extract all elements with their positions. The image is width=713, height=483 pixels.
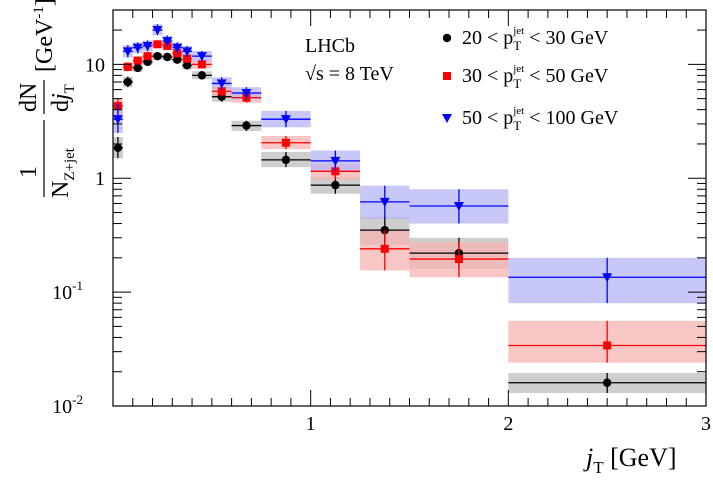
- svg-text:[GeV-1]: [GeV-1]: [31, 0, 58, 72]
- data-point: [123, 62, 132, 71]
- series-1: [113, 51, 706, 394]
- data-point: [602, 378, 612, 387]
- data-point: [153, 51, 162, 61]
- data-point: [122, 47, 133, 57]
- data-point: [603, 341, 612, 350]
- legend-label: 30 < pTjet < 50 GeV: [462, 63, 609, 91]
- legend-entry-3: 50 < pTjet < 100 GeV: [442, 105, 619, 133]
- data-point: [133, 56, 142, 65]
- energy-label: √s = 8 TeV: [305, 63, 394, 85]
- data-point: [602, 273, 613, 283]
- data-point: [379, 197, 390, 207]
- data-point: [241, 89, 252, 99]
- data-point: [182, 47, 193, 57]
- data-point: [183, 54, 192, 63]
- legend-label: 50 < pTjet < 100 GeV: [462, 105, 619, 133]
- legend: 20 < pTjet < 30 GeV 30 < pTjet < 50 GeV 50…: [442, 25, 619, 133]
- data-point: [330, 156, 341, 166]
- data-point: [173, 55, 182, 64]
- x-tick-label: 3: [701, 413, 711, 435]
- data-point: [281, 138, 290, 147]
- data-point: [442, 33, 452, 43]
- data-point: [112, 115, 123, 125]
- data-point: [216, 79, 227, 89]
- data-point: [162, 37, 173, 47]
- data-point: [217, 87, 226, 96]
- y-tick-label: 10-2: [52, 392, 83, 418]
- x-tick-label: 2: [503, 413, 513, 435]
- data-point: [196, 52, 207, 62]
- svg-text:dN: dN: [16, 83, 42, 112]
- x-axis-label: jT [GeV]: [583, 443, 677, 477]
- data-points: [112, 24, 706, 394]
- data-point: [242, 121, 251, 130]
- data-point: [197, 60, 206, 69]
- data-point: [443, 72, 451, 80]
- legend-entry-2: 30 < pTjet < 50 GeV: [443, 63, 609, 91]
- data-point: [281, 155, 291, 165]
- data-point: [197, 71, 207, 80]
- data-point: [163, 52, 172, 62]
- data-point: [132, 43, 143, 53]
- data-point: [123, 77, 133, 87]
- data-point: [133, 63, 142, 73]
- experiment-label: LHCb: [305, 35, 355, 57]
- data-point: [331, 180, 340, 190]
- x-tick-label: 1: [306, 413, 316, 435]
- legend-label: 20 < pTjet < 30 GeV: [462, 25, 609, 53]
- data-point: [454, 255, 463, 264]
- data-point: [153, 40, 162, 49]
- y-tick-label: 1: [95, 168, 105, 190]
- data-point: [442, 114, 452, 123]
- y-axis-label: 1 NZ+jet dN djT [GeV-1]: [16, 0, 78, 198]
- y-tick-label: 10: [85, 54, 105, 76]
- data-point: [453, 202, 464, 212]
- data-point: [113, 143, 123, 152]
- svg-text:djT: djT: [48, 84, 78, 112]
- data-point: [143, 52, 152, 61]
- svg-text:1: 1: [16, 166, 42, 178]
- y-tick-label: 10-1: [52, 278, 83, 304]
- data-point: [280, 115, 291, 125]
- series-3: [112, 24, 706, 304]
- data-point: [152, 26, 163, 36]
- data-point: [172, 43, 183, 53]
- axes: 1 2 3 10-2 10-1 1 10: [52, 9, 711, 435]
- data-point: [142, 41, 153, 51]
- svg-text:NZ+jet: NZ+jet: [48, 147, 78, 198]
- data-point: [380, 244, 389, 253]
- data-point: [182, 61, 192, 70]
- legend-entry-1: 20 < pTjet < 30 GeV: [442, 25, 609, 53]
